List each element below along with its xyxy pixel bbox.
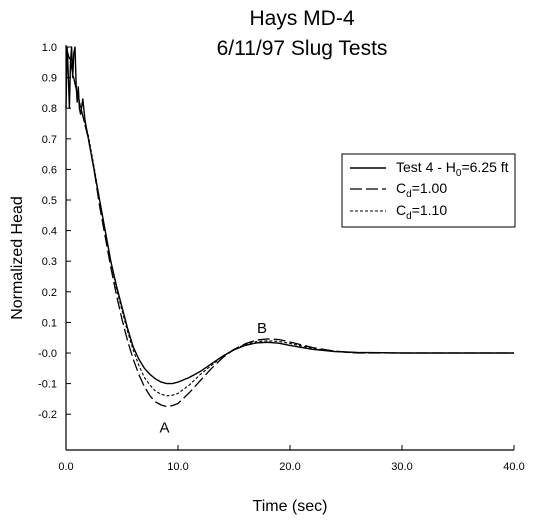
annotations: AB (160, 320, 267, 436)
y-tick-label: 0.9 (42, 73, 57, 85)
ticks: 0.0 10.0 20.0 30.0 40.0 1.0 0.9 0.8 0.7 0.6 0.5 0.4… (38, 42, 525, 473)
series-line-3 (65, 46, 514, 397)
legend-box (341, 153, 516, 228)
annotation-b: B (257, 320, 267, 337)
x-tick-label: 0.0 (58, 461, 73, 473)
y-tick-label: 0.8 (42, 103, 57, 115)
axes (65, 45, 514, 451)
x-tick-label: 40.0 (503, 461, 524, 473)
x-axis-label: Time (sec) (253, 498, 328, 515)
y-tick-label: -0.1 (38, 379, 57, 391)
x-tick-label: 30.0 (391, 461, 412, 473)
chart-title-line-2: 6/11/97 Slug Tests (217, 37, 388, 60)
y-tick-label: -0.0 (38, 348, 57, 360)
chart-title-line-1: Hays MD-4 (249, 7, 354, 30)
y-axis-label: Normalized Head (9, 196, 26, 320)
legend-label-1: Test 4 - H0=6.25 ft (396, 159, 509, 179)
y-tick-label: 0.6 (42, 164, 57, 176)
legend-label-3: Cd=1.10 (396, 202, 447, 222)
y-tick-label: 0.3 (42, 256, 57, 268)
x-tick-label: 10.0 (167, 461, 188, 473)
series-line-2 (65, 46, 514, 408)
series-line-1 (65, 46, 514, 385)
x-tick-label: 20.0 (279, 461, 300, 473)
series (65, 46, 514, 408)
y-tick-label: 0.1 (42, 317, 57, 329)
legend-label-2: Cd=1.00 (396, 180, 447, 200)
y-tick-label: 0.5 (42, 195, 57, 207)
y-tick-label: -0.2 (38, 409, 57, 421)
y-tick-label: 0.2 (42, 287, 57, 299)
y-tick-label: 0.7 (42, 134, 57, 146)
y-tick-label: 1.0 (42, 42, 57, 54)
y-tick-label: 0.4 (42, 226, 57, 238)
annotation-a: A (160, 420, 170, 437)
